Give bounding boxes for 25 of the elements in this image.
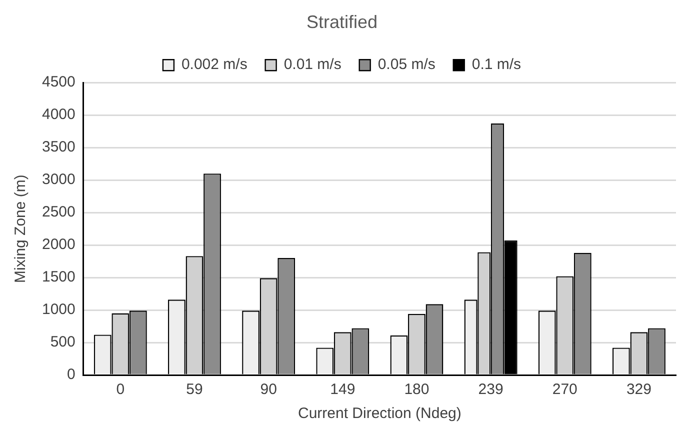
x-tick-label: 90 <box>260 381 277 398</box>
legend-label: 0.01 m/s <box>284 56 342 74</box>
legend-label: 0.05 m/s <box>378 56 436 74</box>
x-tick-label: 270 <box>552 381 578 398</box>
legend-label: 0.1 m/s <box>472 56 522 74</box>
x-tick-label: 0 <box>116 381 125 398</box>
x-tick-label: 149 <box>330 381 356 398</box>
y-tick-label: 0 <box>67 366 76 384</box>
x-axis-title: Current Direction (Ndeg) <box>298 405 462 422</box>
y-axis-title: Mixing Zone (m) <box>12 174 30 283</box>
x-tick-label: 239 <box>478 381 504 398</box>
y-tick-label: 2000 <box>42 236 76 254</box>
y-tick-label: 4500 <box>42 74 76 91</box>
chart-title: Stratified <box>306 12 378 32</box>
legend-label: 0.002 m/s <box>181 56 248 74</box>
y-tick-label: 1500 <box>42 268 76 286</box>
y-tick-label: 3000 <box>42 171 76 188</box>
y-tick-label: 4000 <box>42 106 76 124</box>
y-tick-label: 1000 <box>42 301 76 318</box>
y-tick-label: 3500 <box>42 138 76 156</box>
x-tick-label: 180 <box>404 381 430 398</box>
x-tick-label: 329 <box>626 381 652 398</box>
y-tick-label: 2500 <box>42 204 76 221</box>
y-tick-label: 500 <box>50 334 76 351</box>
x-tick-label: 59 <box>186 381 203 398</box>
